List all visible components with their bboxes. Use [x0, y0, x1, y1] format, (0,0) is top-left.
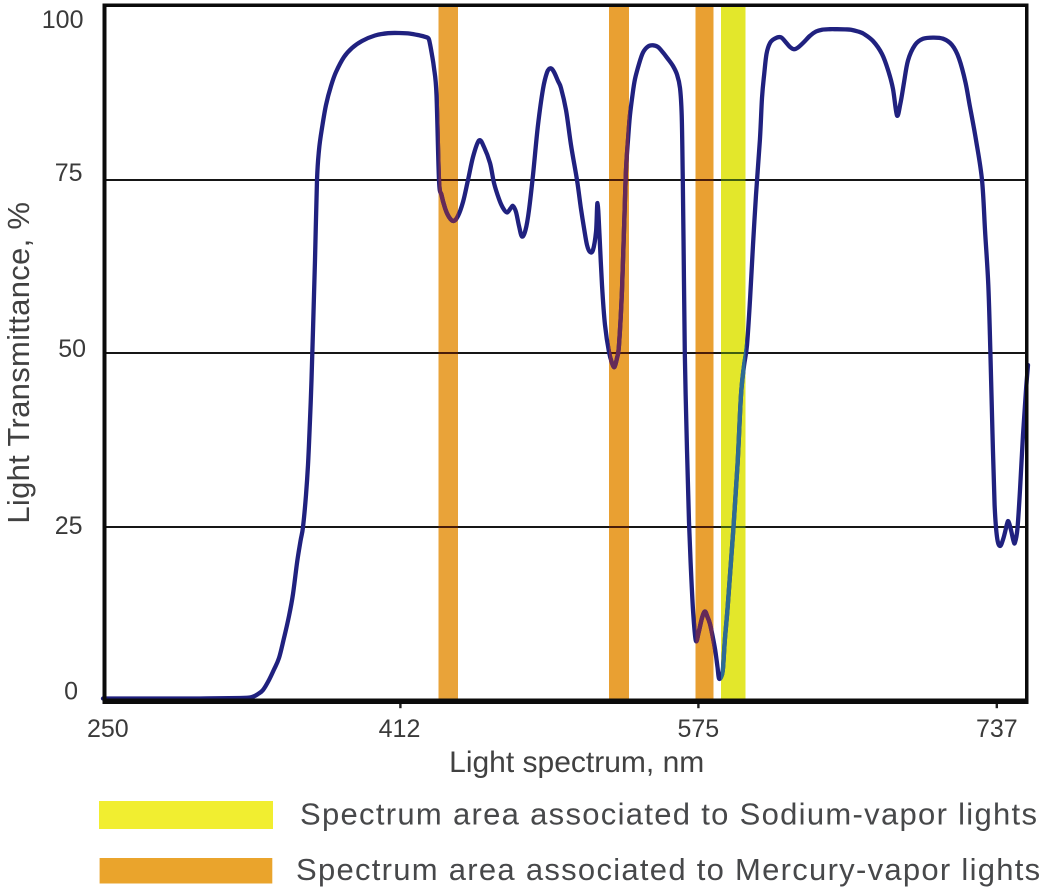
svg-text:Spectrum area associated to So: Spectrum area associated to Sodium-vapor… — [300, 797, 1038, 832]
svg-text:Spectrum area associated to Me: Spectrum area associated to Mercury-vapo… — [296, 852, 1041, 887]
svg-text:575: 575 — [677, 715, 719, 743]
svg-text:0: 0 — [64, 678, 78, 706]
svg-text:100: 100 — [42, 6, 84, 34]
svg-text:Light spectrum, nm: Light spectrum, nm — [449, 746, 704, 779]
svg-text:250: 250 — [87, 715, 129, 743]
svg-text:25: 25 — [55, 512, 83, 540]
svg-text:412: 412 — [379, 715, 421, 743]
svg-text:Light Transmittance, %: Light Transmittance, % — [1, 202, 36, 524]
svg-text:75: 75 — [55, 159, 83, 187]
svg-text:50: 50 — [58, 335, 86, 363]
svg-text:737: 737 — [976, 715, 1018, 743]
